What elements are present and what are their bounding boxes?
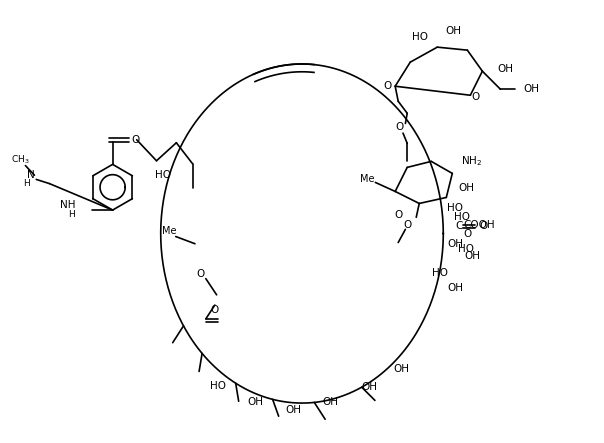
Text: OH: OH bbox=[323, 397, 339, 407]
Text: O: O bbox=[480, 221, 487, 231]
Text: NH: NH bbox=[60, 200, 76, 210]
Text: O: O bbox=[395, 122, 403, 132]
Text: OH: OH bbox=[247, 397, 263, 407]
Text: NH$_2$: NH$_2$ bbox=[461, 155, 483, 168]
Text: OH: OH bbox=[498, 64, 513, 74]
Text: O: O bbox=[384, 81, 391, 91]
Text: Me: Me bbox=[162, 225, 177, 236]
Text: O: O bbox=[131, 135, 140, 145]
Text: HO: HO bbox=[448, 202, 463, 213]
Text: O: O bbox=[394, 210, 402, 221]
Text: O: O bbox=[471, 92, 480, 102]
Text: OH: OH bbox=[448, 283, 463, 293]
Text: HO: HO bbox=[432, 268, 448, 278]
Text: N: N bbox=[27, 170, 34, 180]
Text: OH: OH bbox=[446, 26, 461, 36]
Text: HO: HO bbox=[413, 32, 428, 42]
Text: OH: OH bbox=[361, 382, 378, 392]
Text: HO: HO bbox=[210, 381, 226, 391]
Text: OH: OH bbox=[393, 364, 409, 374]
Text: O: O bbox=[403, 219, 411, 229]
Text: OH: OH bbox=[458, 183, 474, 194]
Text: CH$_3$: CH$_3$ bbox=[11, 153, 30, 166]
Text: OH: OH bbox=[285, 405, 301, 415]
Text: Me: Me bbox=[360, 175, 374, 184]
Text: O: O bbox=[211, 305, 219, 315]
Text: OH: OH bbox=[464, 251, 480, 261]
Text: HO: HO bbox=[458, 244, 474, 253]
Text: HO: HO bbox=[155, 170, 170, 179]
Text: H: H bbox=[24, 179, 30, 188]
Text: OH: OH bbox=[523, 84, 539, 94]
Text: HO: HO bbox=[454, 212, 469, 222]
Text: OH: OH bbox=[448, 239, 463, 249]
Text: COOH: COOH bbox=[463, 219, 495, 229]
Text: O: O bbox=[463, 229, 471, 238]
Text: H: H bbox=[69, 210, 76, 219]
Text: O: O bbox=[197, 269, 205, 279]
Text: C: C bbox=[455, 221, 463, 231]
